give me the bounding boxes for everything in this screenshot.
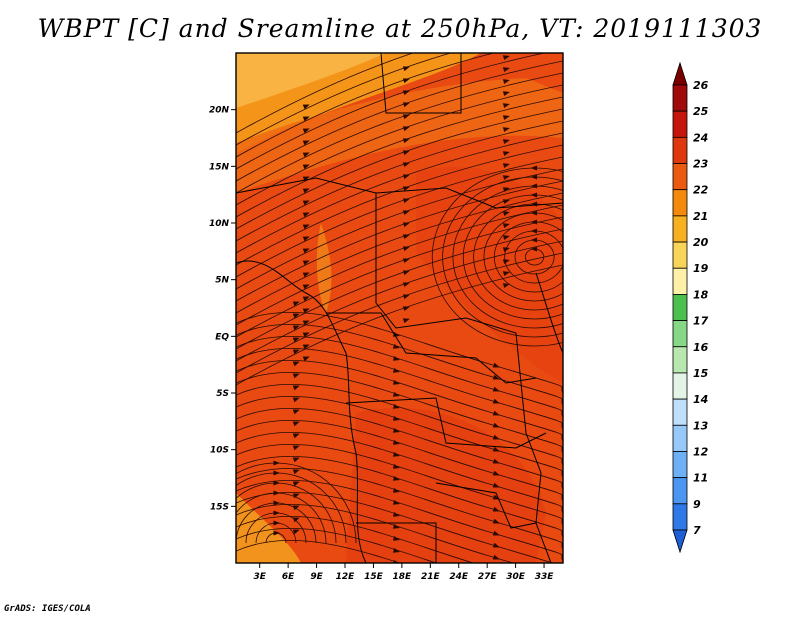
y-tick-label: 15N xyxy=(209,162,230,172)
y-tick-label: EQ xyxy=(215,332,229,342)
map-area xyxy=(236,53,563,563)
x-tick-label: 18E xyxy=(393,572,413,582)
colorbar-swatch xyxy=(672,136,688,164)
colorbar-swatch xyxy=(672,503,688,531)
colorbar-label: 12 xyxy=(693,445,709,458)
country-borders xyxy=(236,53,563,563)
colorbar-swatch xyxy=(672,267,688,295)
colorbar-label: 21 xyxy=(693,210,708,223)
colorbar-swatch xyxy=(672,320,688,348)
colorbar-label: 23 xyxy=(693,158,709,171)
x-tick-label: 24E xyxy=(449,572,469,582)
colorbar-swatch xyxy=(672,451,688,479)
x-tick-label: 21E xyxy=(421,572,441,582)
colorbar-label: 19 xyxy=(693,262,709,275)
x-tick-label: 15E xyxy=(364,572,384,582)
colorbar-label: 11 xyxy=(693,472,708,485)
colorbar-extend-max xyxy=(672,61,688,86)
map-frame xyxy=(235,52,564,564)
x-tick-label: 12E xyxy=(336,572,356,582)
y-tick-label: 15S xyxy=(210,502,229,512)
colorbar-label: 25 xyxy=(693,105,709,118)
chart-title: WBPT [C] and Sreamline at 250hPa, VT: 20… xyxy=(37,14,763,43)
colorbar-swatch xyxy=(672,346,688,374)
colorbar-label: 20 xyxy=(693,236,709,249)
field-patch-22 xyxy=(236,78,563,193)
colorbar-label: 15 xyxy=(693,367,709,380)
map-axes: 3E 6E 9E 12E 15E 18E 21E 24E 27E 30E 33E 20N 15N 10N 5… xyxy=(209,52,564,582)
colorbar-label: 26 xyxy=(693,79,709,92)
field-patch-20 xyxy=(236,53,386,108)
colorbar-swatch xyxy=(672,110,688,138)
colorbar-swatch xyxy=(672,189,688,217)
x-tick-label: 33E xyxy=(535,572,555,582)
colorbar-swatch xyxy=(672,372,688,400)
y-tick-label: 5N xyxy=(215,276,229,286)
colorbar-label: 7 xyxy=(693,524,701,537)
colorbar-label: 24 xyxy=(693,131,708,144)
grads-credit: GrADS: IGES/COLA xyxy=(4,604,91,614)
colorbar-swatch xyxy=(672,84,688,112)
colorbar-swatch xyxy=(672,477,688,505)
x-tick-label: 6E xyxy=(282,572,295,582)
streamline-arrows xyxy=(273,55,538,563)
colorbar-swatch xyxy=(672,398,688,426)
colorbar-label: 9 xyxy=(693,498,701,511)
colorbar-swatch xyxy=(672,294,688,321)
y-tick-label: 10S xyxy=(210,446,229,456)
colorbar-label: 14 xyxy=(693,393,708,406)
y-tick-label: 10N xyxy=(209,219,230,229)
y-tick-label: 5S xyxy=(216,389,229,399)
colorbar-extend-min xyxy=(672,529,688,554)
colorbar-swatch xyxy=(672,424,688,452)
y-tick-label: 20N xyxy=(209,106,230,116)
colorbar-label: 18 xyxy=(693,288,709,301)
colorbar-label: 13 xyxy=(693,419,709,432)
colorbar-swatch xyxy=(672,215,688,243)
x-tick-label: 30E xyxy=(506,572,526,582)
colorbar: 7 9 11 12 13 14 15 16 17 18 19 20 21 22 23 24 25 26 xyxy=(672,61,709,554)
colorbar-label: 22 xyxy=(693,184,709,197)
colorbar-label: 16 xyxy=(693,341,709,354)
colorbar-swatch xyxy=(672,163,688,191)
x-tick-label: 9E xyxy=(310,572,323,582)
x-tick-label: 27E xyxy=(478,572,498,582)
colorbar-label: 17 xyxy=(693,315,709,328)
x-tick-label: 3E xyxy=(253,572,266,582)
colorbar-swatch xyxy=(672,241,688,269)
